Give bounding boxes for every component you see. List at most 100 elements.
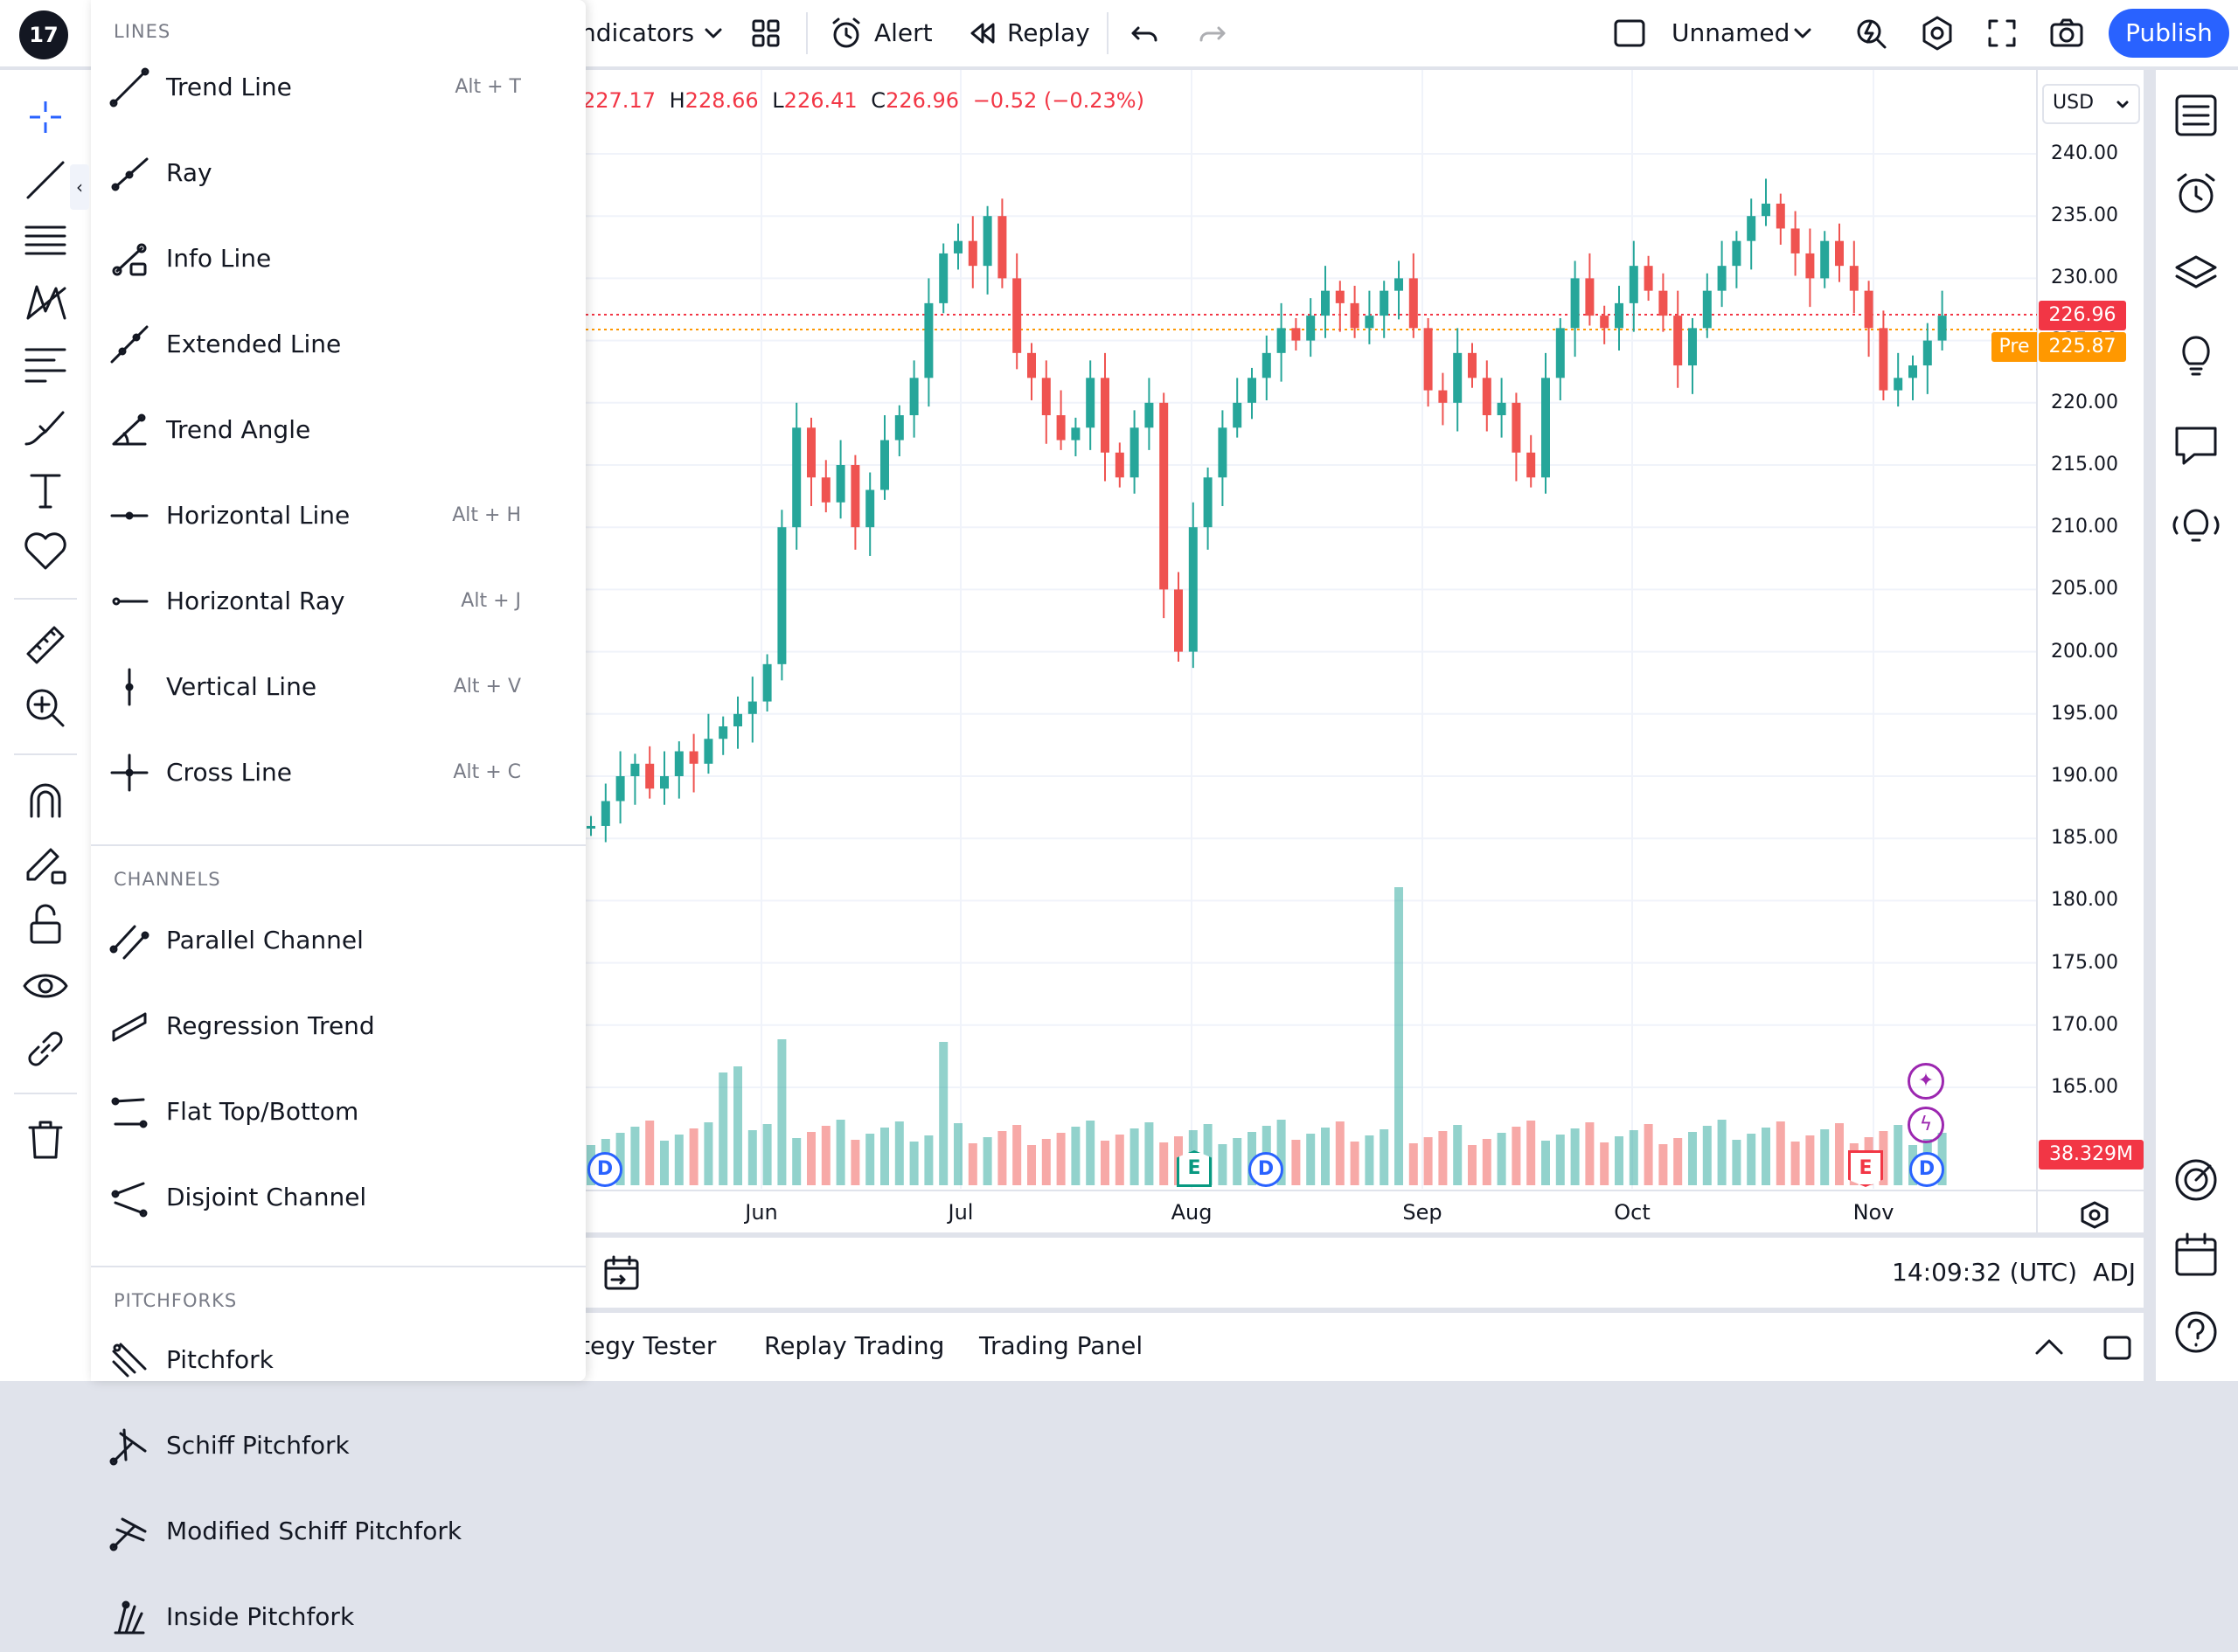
templates-grid-icon[interactable]	[747, 14, 785, 52]
tool-item-horizontal-ray[interactable]: Horizontal Ray Alt + J	[91, 566, 586, 636]
volume-bar	[1144, 1122, 1154, 1185]
tool-item-flat-top-bottom[interactable]: Flat Top/Bottom	[91, 1077, 586, 1147]
tool-item-horizontal-line[interactable]: Horizontal Line Alt + H	[91, 481, 586, 551]
earnings-marker[interactable]: E	[1177, 1150, 1212, 1187]
watchlist-icon[interactable]	[2170, 89, 2222, 142]
tab-trading-panel[interactable]: Trading Panel	[979, 1331, 1143, 1360]
volume-bar	[1805, 1135, 1815, 1185]
alarm-clock-icon[interactable]	[827, 14, 865, 52]
currency-select[interactable]: USD	[2042, 84, 2140, 124]
ray-icon	[111, 157, 149, 191]
volume-bar	[983, 1137, 992, 1185]
crosshair-icon[interactable]	[19, 91, 72, 143]
tool-item-schiff-pitchfork[interactable]: Schiff Pitchfork	[91, 1411, 586, 1481]
utc-clock[interactable]: 14:09:32 (UTC)	[1892, 1258, 2078, 1287]
tool-item-info-line[interactable]: Info Line	[91, 224, 586, 294]
tool-item-regression-trend[interactable]: Regression Trend	[91, 991, 586, 1061]
chevron-down-icon	[2116, 101, 2129, 108]
candle-body	[689, 751, 699, 764]
tool-item-disjoint-channel[interactable]: Disjoint Channel	[91, 1163, 586, 1232]
price-level-label: 215.00	[2051, 454, 2118, 475]
brush-icon[interactable]	[19, 400, 72, 453]
chevron-up-icon[interactable]	[2030, 1329, 2068, 1367]
go-to-date-icon[interactable]	[601, 1253, 642, 1294]
dividend-marker[interactable]: D	[1248, 1152, 1283, 1187]
ruler-icon[interactable]	[19, 619, 72, 671]
settings-gear-icon[interactable]	[1918, 14, 1957, 52]
ideas-lightbulb-icon[interactable]	[2170, 329, 2222, 381]
chat-icon[interactable]	[2170, 420, 2222, 472]
logo[interactable]: 17	[19, 10, 68, 59]
chevron-down-icon[interactable]	[696, 14, 731, 52]
volume-bar	[1071, 1127, 1081, 1185]
tool-label: Modified Schiff Pitchfork	[166, 1517, 462, 1545]
alerts-clock-icon[interactable]	[2170, 168, 2222, 220]
maximize-panel-icon[interactable]	[2098, 1329, 2137, 1367]
volume-bar	[1380, 1129, 1389, 1185]
lightning-event-icon[interactable]: ϟ	[1908, 1107, 1944, 1143]
trash-icon[interactable]	[19, 1114, 72, 1166]
collapse-arrow-icon[interactable]: ‹	[70, 164, 89, 210]
candle-body	[1056, 415, 1066, 441]
lock-drawings-icon[interactable]	[19, 837, 72, 890]
fib-retracement-icon[interactable]	[19, 215, 72, 267]
undo-icon[interactable]	[1126, 14, 1164, 52]
tool-item-trend-angle[interactable]: Trend Angle	[91, 395, 586, 465]
candle-body	[1512, 402, 1521, 453]
tool-item-parallel-channel[interactable]: Parallel Channel	[91, 906, 586, 975]
tool-shortcut: Alt + J	[461, 590, 521, 612]
streams-icon[interactable]	[2170, 500, 2222, 552]
help-question-icon[interactable]	[2170, 1306, 2222, 1358]
tool-item-inside-pitchfork[interactable]: Inside Pitchfork	[91, 1582, 586, 1652]
tool-item-extended-line[interactable]: Extended Line	[91, 309, 586, 379]
quick-search-icon[interactable]	[1852, 14, 1890, 52]
layout-name[interactable]: Unnamed	[1672, 18, 1790, 47]
target-icon[interactable]	[2170, 1154, 2222, 1206]
dividend-marker[interactable]: D	[587, 1152, 622, 1187]
tool-item-ray[interactable]: Ray	[91, 138, 586, 208]
tool-item-modified-schiff-pitchfork[interactable]: Modified Schiff Pitchfork	[91, 1496, 586, 1566]
trend-line-icon[interactable]	[19, 154, 72, 206]
chevron-down-icon[interactable]	[1785, 14, 1820, 52]
alert-button[interactable]: Alert	[874, 18, 933, 47]
eye-icon[interactable]	[19, 960, 72, 1012]
publish-button[interactable]: Publish	[2109, 9, 2229, 58]
candle-body	[1423, 328, 1433, 391]
replay-button[interactable]: Replay	[1007, 18, 1090, 47]
tool-item-pitchfork[interactable]: Pitchfork	[91, 1325, 586, 1395]
dividend-marker[interactable]: D	[1909, 1152, 1944, 1187]
volume-bar	[1629, 1130, 1638, 1185]
calendar-icon[interactable]	[2170, 1229, 2222, 1281]
heart-icon[interactable]	[19, 524, 72, 577]
axis-settings-gear-icon[interactable]	[2075, 1199, 2114, 1231]
tool-item-trend-line[interactable]: Trend Line Alt + T	[91, 52, 586, 122]
adj-toggle[interactable]: ADJ	[2093, 1258, 2136, 1287]
text-icon[interactable]	[19, 463, 72, 516]
tab-replay-trading[interactable]: Replay Trading	[764, 1331, 945, 1360]
layout-square-icon[interactable]	[1610, 14, 1649, 52]
replay-icon[interactable]	[963, 14, 1002, 52]
link-icon[interactable]	[19, 1023, 72, 1075]
patterns-icon[interactable]	[19, 276, 72, 329]
camera-icon[interactable]	[2047, 14, 2086, 52]
candle-body	[997, 216, 1007, 279]
redo-icon[interactable]	[1192, 14, 1231, 52]
candle-body	[851, 465, 860, 528]
candle-body	[1453, 352, 1463, 403]
candle-body	[1747, 216, 1756, 241]
prediction-icon[interactable]	[19, 339, 72, 392]
indicators-button[interactable]: ndicators	[580, 18, 695, 47]
zoom-in-icon[interactable]	[19, 682, 72, 734]
layers-icon[interactable]	[2170, 248, 2222, 301]
earnings-marker[interactable]: E	[1848, 1150, 1883, 1187]
magnet-icon[interactable]	[19, 774, 72, 827]
tab-strategy-tester[interactable]: tegy Tester	[580, 1331, 717, 1360]
volume-bar	[865, 1134, 875, 1185]
tool-item-cross-line[interactable]: Cross Line Alt + C	[91, 738, 586, 808]
volume-bar	[1159, 1142, 1169, 1185]
tool-item-vertical-line[interactable]: Vertical Line Alt + V	[91, 652, 586, 722]
candlestick-chart[interactable]	[93, 70, 2144, 1232]
fullscreen-icon[interactable]	[1983, 14, 2021, 52]
ai-sparkle-icon[interactable]: ✦	[1908, 1063, 1944, 1100]
unlock-icon[interactable]	[19, 899, 72, 951]
